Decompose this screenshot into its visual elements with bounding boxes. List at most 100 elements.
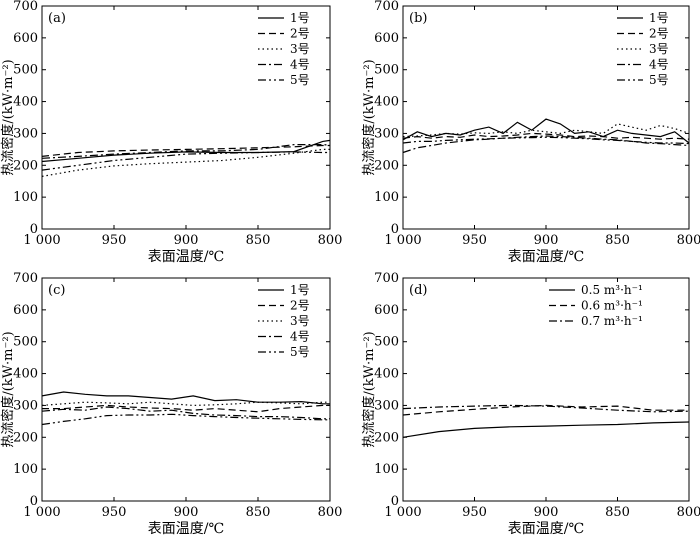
x-tick-label: 850 — [246, 505, 271, 520]
series-line-1 — [402, 421, 690, 438]
y-tick-label: 600 — [374, 31, 399, 46]
legend-label: 2号 — [649, 27, 669, 41]
x-tick-label: 850 — [605, 505, 630, 520]
panel-label: (b) — [409, 11, 427, 26]
y-tick-label: 500 — [13, 335, 38, 350]
y-tick-label: 700 — [374, 271, 399, 286]
x-tick-label: 1 000 — [23, 505, 60, 520]
x-tick-label: 950 — [102, 505, 127, 520]
y-axis-label: 热流密度/(kW·m⁻²) — [0, 59, 16, 175]
y-axis-label: 热流密度/(kW·m⁻²) — [361, 331, 377, 447]
y-tick-label: 0 — [30, 494, 38, 509]
x-tick-label: 1 000 — [23, 233, 60, 248]
x-tick-label: 900 — [174, 505, 199, 520]
legend-label: 5号 — [290, 345, 310, 359]
series-line-3 — [402, 404, 690, 413]
x-tick-label: 900 — [174, 233, 199, 248]
y-tick-label: 700 — [13, 271, 38, 286]
x-tick-label: 950 — [102, 233, 127, 248]
x-tick-label: 1 000 — [384, 233, 421, 248]
legend-label: 2号 — [290, 27, 310, 41]
x-tick-label: 800 — [318, 505, 343, 520]
legend-label: 1号 — [290, 11, 310, 25]
x-tick-label: 1 000 — [384, 505, 421, 520]
legend-label: 5号 — [290, 73, 310, 87]
y-tick-label: 500 — [13, 63, 38, 78]
y-tick-label: 200 — [374, 158, 399, 173]
legend-label: 1号 — [290, 283, 310, 297]
legend-label: 0.6 m³·h⁻¹ — [581, 299, 643, 313]
series-line-2 — [402, 132, 690, 140]
y-tick-label: 100 — [374, 190, 399, 205]
series-line-3 — [41, 401, 330, 407]
x-tick-label: 950 — [462, 505, 487, 520]
legend-label: 0.5 m³·h⁻¹ — [581, 283, 643, 297]
x-tick-label: 950 — [462, 233, 487, 248]
series-line-2 — [41, 144, 330, 157]
y-tick-label: 400 — [374, 95, 399, 110]
y-tick-label: 200 — [13, 430, 38, 445]
panel-a: 0 100 200 300 400 500 600 700 1 000 950 900 850 800 表… — [0, 0, 342, 265]
x-axis-label: 表面温度/℃ — [148, 249, 224, 265]
x-tick-label: 900 — [534, 505, 559, 520]
plot-frame — [402, 5, 690, 230]
series-line-1 — [41, 391, 330, 405]
panel-label: (d) — [409, 283, 427, 298]
y-tick-label: 0 — [391, 222, 399, 237]
y-tick-label: 400 — [13, 95, 38, 110]
x-axis-label: 表面温度/℃ — [508, 249, 584, 265]
y-tick-label: 100 — [374, 462, 399, 477]
legend-label: 3号 — [290, 42, 310, 56]
series-line-4 — [41, 144, 331, 159]
x-tick-label: 850 — [605, 233, 630, 248]
x-tick-label: 800 — [318, 233, 343, 248]
x-axis-label: 表面温度/℃ — [508, 521, 584, 536]
y-tick-label: 400 — [13, 367, 38, 382]
series-line-1 — [402, 118, 690, 144]
y-tick-label: 600 — [13, 303, 38, 318]
y-tick-label: 500 — [374, 335, 399, 350]
legend-label: 3号 — [649, 42, 669, 56]
x-tick-label: 800 — [677, 233, 700, 248]
plot-frame — [41, 5, 331, 230]
plot-frame — [41, 277, 331, 502]
plot-frame — [402, 277, 690, 502]
y-tick-label: 200 — [374, 430, 399, 445]
series-line-4 — [41, 406, 330, 420]
y-axis-label: 热流密度/(kW·m⁻²) — [361, 59, 377, 175]
y-tick-label: 500 — [374, 63, 399, 78]
panel-c: 0 100 200 300 400 500 600 700 1 000 950 900 850 800 表… — [0, 271, 342, 536]
legend-label: 3号 — [290, 314, 310, 328]
series-line-5 — [41, 151, 330, 171]
y-tick-label: 200 — [13, 158, 38, 173]
y-tick-label: 700 — [374, 0, 399, 14]
y-tick-label: 300 — [13, 398, 38, 413]
series-line-2 — [42, 404, 330, 413]
y-tick-label: 100 — [13, 462, 38, 477]
y-tick-label: 700 — [13, 0, 38, 14]
legend-label: 4号 — [290, 58, 310, 72]
legend-label: 0.7 m³·h⁻¹ — [581, 314, 643, 328]
legend-label: 4号 — [649, 58, 669, 72]
y-tick-label: 300 — [13, 126, 38, 141]
y-tick-label: 400 — [374, 367, 399, 382]
series-line-5 — [41, 413, 330, 426]
y-tick-label: 100 — [13, 190, 38, 205]
series-line-3 — [402, 123, 690, 138]
series-line-2 — [402, 404, 689, 416]
y-tick-label: 600 — [13, 31, 38, 46]
legend-label: 1号 — [649, 11, 669, 25]
panel-label: (c) — [48, 283, 65, 298]
y-tick-label: 0 — [30, 222, 38, 237]
y-tick-label: 0 — [391, 494, 399, 509]
legend-label: 5号 — [649, 73, 669, 87]
series-line-3 — [41, 148, 330, 177]
panel-d: 0 100 200 300 400 500 600 700 1 000 950 900 850 800 表… — [361, 271, 700, 536]
panel-label: (a) — [48, 11, 66, 26]
y-tick-label: 300 — [374, 126, 399, 141]
y-tick-label: 600 — [374, 303, 399, 318]
y-tick-label: 300 — [374, 398, 399, 413]
series-line-5 — [402, 136, 690, 145]
y-axis-label: 热流密度/(kW·m⁻²) — [0, 331, 16, 447]
